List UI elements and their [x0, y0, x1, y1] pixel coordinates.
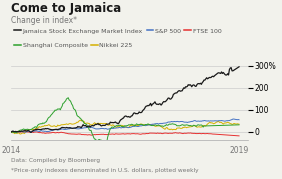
- Legend: Jamaica Stock Exchange Market Index, S&P 500, FTSE 100: Jamaica Stock Exchange Market Index, S&P…: [14, 28, 221, 33]
- Legend: Shanghai Composite, Nikkei 225: Shanghai Composite, Nikkei 225: [14, 42, 133, 48]
- Text: *Price-only indexes denominated in U.S. dollars, plotted weekly: *Price-only indexes denominated in U.S. …: [11, 168, 199, 173]
- Text: Data: Compiled by Bloomberg: Data: Compiled by Bloomberg: [11, 158, 100, 163]
- Text: Change in index*: Change in index*: [11, 16, 77, 25]
- Text: Come to Jamaica: Come to Jamaica: [11, 2, 122, 15]
